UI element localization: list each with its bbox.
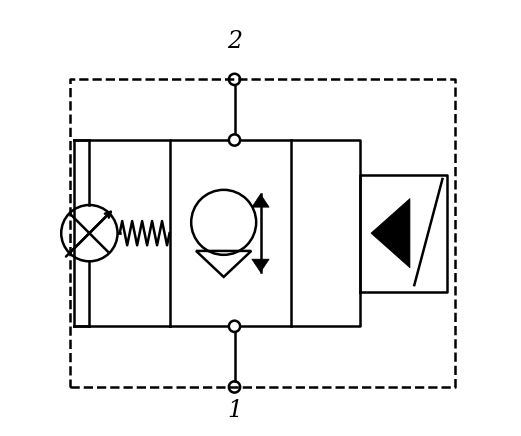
- Polygon shape: [371, 198, 410, 268]
- Polygon shape: [252, 194, 269, 207]
- Text: 2: 2: [227, 31, 242, 53]
- Polygon shape: [252, 259, 269, 272]
- Circle shape: [229, 134, 240, 146]
- Text: 1: 1: [227, 399, 242, 422]
- Circle shape: [229, 320, 240, 332]
